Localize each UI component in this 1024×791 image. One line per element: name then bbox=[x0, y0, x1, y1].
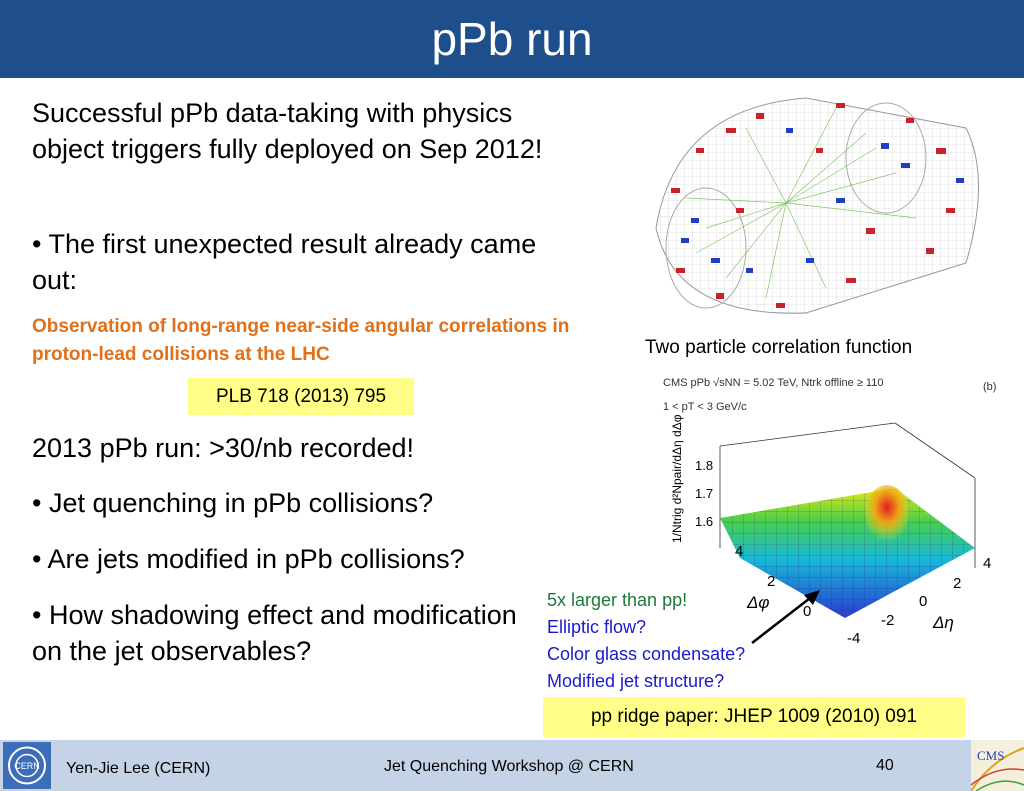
plot-phi-tick-3: 0 bbox=[803, 603, 811, 620]
plot-eta-label: Δη bbox=[932, 613, 954, 632]
plot-z-tick-1: 1.8 bbox=[695, 458, 713, 473]
plot-eta-tick-2: 2 bbox=[953, 575, 961, 592]
cms-logo: CMS bbox=[971, 740, 1024, 791]
event-display-image bbox=[655, 97, 979, 314]
bullet-shadowing: • How shadowing effect and modification … bbox=[32, 600, 517, 666]
bullet-jet-quenching: • Jet quenching in pPb collisions? bbox=[32, 488, 434, 518]
run-2013-paragraph: 2013 pPb run: >30/nb recorded! bbox=[32, 433, 415, 463]
plot-eta-tick-3: 0 bbox=[919, 593, 927, 610]
title-bar: pPb run bbox=[0, 0, 1024, 78]
plot-z-tick-2: 1.7 bbox=[695, 486, 713, 501]
bullet-jets-modified: • Are jets modified in pPb collisions? bbox=[32, 544, 465, 574]
cms-logo-text: CMS bbox=[977, 748, 1004, 763]
arrow-pointer bbox=[751, 590, 820, 644]
plot-z-tick-3: 1.6 bbox=[695, 514, 713, 529]
footer-page-number: 40 bbox=[876, 757, 894, 774]
slide-title: pPb run bbox=[431, 13, 593, 65]
note-larger-than-pp: 5x larger than pp! bbox=[547, 590, 688, 610]
reference-plb: PLB 718 (2013) 795 bbox=[188, 378, 414, 415]
intro-paragraph: Successful pPb data-taking with physics … bbox=[32, 98, 543, 164]
footer-event: Jet Quenching Workshop @ CERN bbox=[384, 758, 634, 775]
correlation-plot: CMS pPb √sNN = 5.02 TeV, Ntrk offline ≥ … bbox=[663, 377, 996, 647]
plot-phi-tick-2: 2 bbox=[767, 573, 775, 590]
plot-panel-label: (b) bbox=[983, 381, 996, 393]
reference-jhep: pp ridge paper: JHEP 1009 (2010) 091 bbox=[543, 697, 965, 737]
plot-z-label: 1/Ntrig d²Npair/dΔη dΔφ bbox=[670, 414, 684, 543]
figure-caption: Two particle correlation function bbox=[645, 337, 913, 358]
plot-header-2: 1 < pT < 3 GeV/c bbox=[663, 401, 747, 413]
note-modified-jet: Modified jet structure? bbox=[547, 671, 725, 691]
note-cgc: Color glass condensate? bbox=[547, 644, 746, 664]
plot-header-1: CMS pPb √sNN = 5.02 TeV, Ntrk offline ≥ … bbox=[663, 377, 883, 389]
footer-bar: CERN Yen-Jie Lee (CERN) Jet Quenching Wo… bbox=[0, 740, 1024, 791]
footer-author: Yen-Jie Lee (CERN) bbox=[66, 760, 211, 777]
plot-eta-tick-4: -2 bbox=[881, 612, 894, 629]
plot-phi-label: Δφ bbox=[746, 593, 770, 612]
plot-eta-tick-5: -4 bbox=[847, 630, 860, 647]
plot-phi-tick-1: 4 bbox=[735, 543, 743, 560]
highlight-observation: Observation of long-range near-side angu… bbox=[32, 316, 570, 365]
cern-logo: CERN bbox=[3, 742, 51, 789]
cern-logo-text: CERN bbox=[14, 761, 40, 771]
plot-eta-tick-1: 4 bbox=[983, 555, 991, 572]
note-elliptic-flow: Elliptic flow? bbox=[547, 617, 647, 637]
bullet-first-result: • The first unexpected result already ca… bbox=[32, 229, 537, 295]
